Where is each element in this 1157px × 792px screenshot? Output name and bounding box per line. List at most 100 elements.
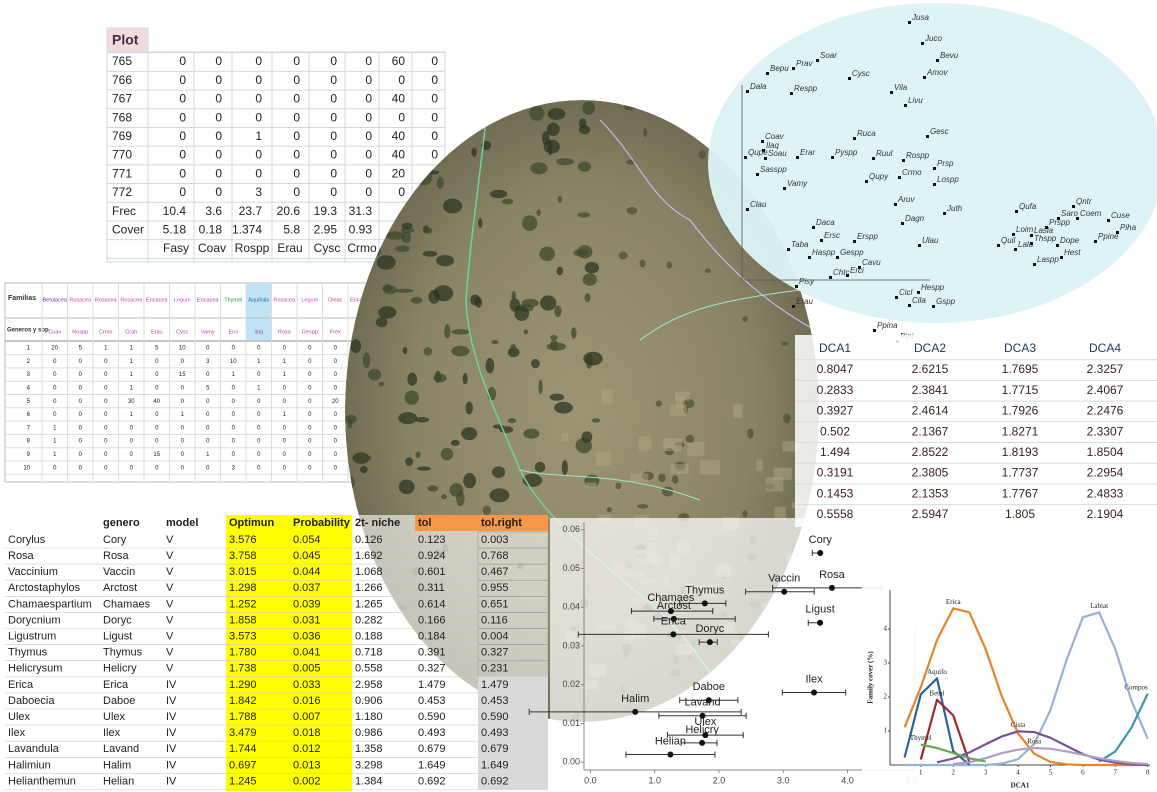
map-patch xyxy=(378,306,396,319)
site-label: Amov xyxy=(926,68,948,77)
cell: 15 xyxy=(179,372,186,378)
cell: IV xyxy=(166,743,177,755)
cell: 0.3191 xyxy=(817,466,854,480)
cell: 0.012 xyxy=(293,743,321,755)
map-patch xyxy=(417,466,431,470)
y-tick-label: 0.01 xyxy=(562,718,580,728)
map-patch xyxy=(448,97,467,111)
map-patch xyxy=(490,488,510,502)
map-patch xyxy=(705,269,711,273)
site-marker xyxy=(1045,226,1048,229)
map-patch xyxy=(550,335,557,340)
cell: 2.95 xyxy=(314,222,338,236)
row-label: 770 xyxy=(112,148,132,162)
cell: IV xyxy=(166,679,177,691)
row-label: 767 xyxy=(112,92,132,106)
site-label: Coav xyxy=(765,132,785,141)
map-patch xyxy=(368,369,381,381)
cell: 0 xyxy=(179,92,186,106)
cell: Ligustrum xyxy=(8,631,56,643)
site-label: Ulau xyxy=(922,236,939,245)
cell: IV xyxy=(166,775,177,787)
cell: 0.558 xyxy=(355,663,383,675)
row-label: 772 xyxy=(112,185,132,199)
series-label: Erica xyxy=(946,598,962,606)
site-label: Coem xyxy=(1080,209,1102,218)
cell: 1.7695 xyxy=(1002,362,1039,376)
cell: 0.502 xyxy=(820,424,850,438)
site-label: Sasspp xyxy=(760,165,787,174)
site-label: Erci xyxy=(850,266,864,275)
site-label: Prspp xyxy=(1049,218,1070,227)
family-name: Legum xyxy=(301,297,318,303)
map-patch xyxy=(557,266,563,275)
site-marker xyxy=(1033,263,1036,266)
cell: 0.453 xyxy=(481,695,509,707)
cell: 1.7767 xyxy=(1002,486,1039,500)
family-name: Rosacea xyxy=(69,297,92,303)
cell: V xyxy=(166,550,174,562)
site-marker xyxy=(898,176,901,179)
y-tick-label: 0.02 xyxy=(562,679,580,689)
map-patch xyxy=(579,125,590,134)
site-marker xyxy=(865,180,868,183)
cell: Vaccinium xyxy=(8,566,58,578)
cell: Ilex xyxy=(8,727,26,739)
family-name: Oleac xyxy=(328,297,343,303)
cell: 0.282 xyxy=(355,614,383,626)
dca-table: DCA1DCA2DCA3DCA40.80472.62151.76952.3257… xyxy=(795,335,1157,527)
x-tick-label: 0.0 xyxy=(584,775,597,785)
site-marker xyxy=(1072,205,1075,208)
cell: 0.002 xyxy=(293,775,321,787)
map-patch xyxy=(538,380,542,395)
map-patch xyxy=(411,297,423,304)
site-marker xyxy=(1030,242,1033,245)
map-patch xyxy=(585,293,591,302)
cell: Thymus xyxy=(103,647,143,659)
site-marker xyxy=(829,276,832,279)
map-patch xyxy=(433,374,446,383)
site-label: Pyspp xyxy=(835,148,858,157)
cell: Ulex xyxy=(8,711,31,723)
map-patch xyxy=(524,329,528,334)
map-patch xyxy=(451,346,469,357)
y-tick-label: 4 xyxy=(884,625,888,633)
site-marker xyxy=(792,305,795,308)
cell: Daboe xyxy=(103,695,135,707)
map-patch xyxy=(522,215,537,231)
cell: 0.692 xyxy=(481,775,509,787)
cell: 0.116 xyxy=(481,614,508,626)
cell: 0 xyxy=(215,54,222,68)
map-field xyxy=(700,460,720,474)
site-marker xyxy=(846,274,849,277)
cell: 0 xyxy=(293,110,300,124)
cell: Erica xyxy=(8,679,34,691)
site-label: Juco xyxy=(924,34,942,43)
map-patch xyxy=(666,261,672,268)
cell: 19.3 xyxy=(314,204,338,218)
family-name: Ericacea xyxy=(146,297,168,303)
cell: 0.651 xyxy=(481,598,509,610)
cell: 31.3 xyxy=(349,204,373,218)
cell: 40 xyxy=(392,148,406,162)
column-header: genero xyxy=(103,517,140,529)
cell: 1.805 xyxy=(1005,507,1035,521)
site-marker xyxy=(917,291,920,294)
column-header: DCA1 xyxy=(819,341,851,355)
map-patch xyxy=(531,359,540,368)
genus-name: Crmo xyxy=(99,329,112,335)
map-patch xyxy=(508,418,517,423)
column-header: tol xyxy=(418,517,431,529)
cell: Cory xyxy=(103,534,127,546)
site-label: Juth xyxy=(946,204,963,213)
cell: 2.958 xyxy=(355,679,383,691)
cell: Corylus xyxy=(8,534,46,546)
site-marker xyxy=(1060,256,1063,259)
cell: 0.041 xyxy=(293,647,321,659)
cell: 0 xyxy=(330,92,337,106)
map-patch xyxy=(386,231,405,239)
cell: Arctostaphylos xyxy=(8,582,81,594)
map-patch xyxy=(699,150,706,159)
map-field xyxy=(774,468,792,480)
row-label: 765 xyxy=(112,54,132,68)
